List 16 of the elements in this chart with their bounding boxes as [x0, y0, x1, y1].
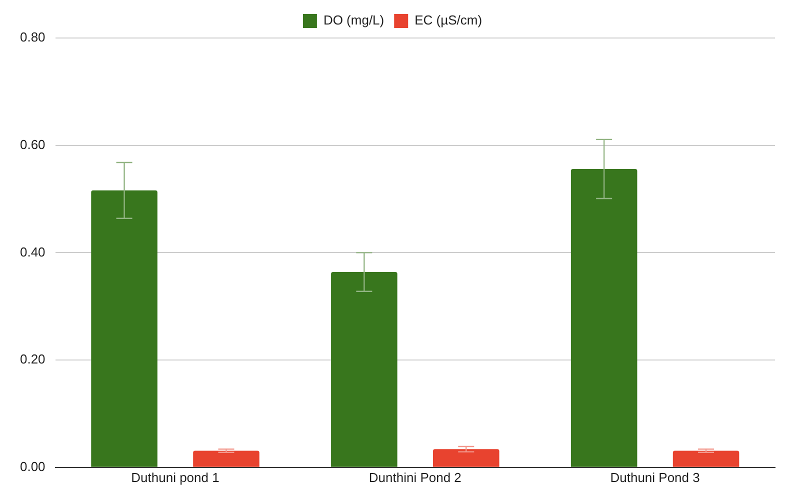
x-tick-label: Duthuni Pond 3 [610, 470, 700, 485]
y-tick-label: 0.00 [20, 458, 46, 474]
y-tick-label: 0.40 [20, 244, 46, 260]
bar [432, 449, 500, 467]
legend-label: DO (mg/L) [323, 12, 384, 28]
x-tick-label: Duthuni pond 1 [131, 470, 220, 485]
bar [570, 168, 638, 467]
y-tick-label: 0.60 [20, 136, 46, 152]
y-tick-label: 0.20 [20, 352, 46, 367]
bar [331, 272, 398, 467]
bar [91, 190, 158, 467]
bar [193, 450, 260, 467]
x-tick-label: Dunthini Pond 2 [368, 470, 462, 485]
y-tick-label: 0.80 [20, 30, 46, 45]
bar [672, 450, 740, 467]
legend-label: EC (µS/cm) [414, 12, 482, 28]
